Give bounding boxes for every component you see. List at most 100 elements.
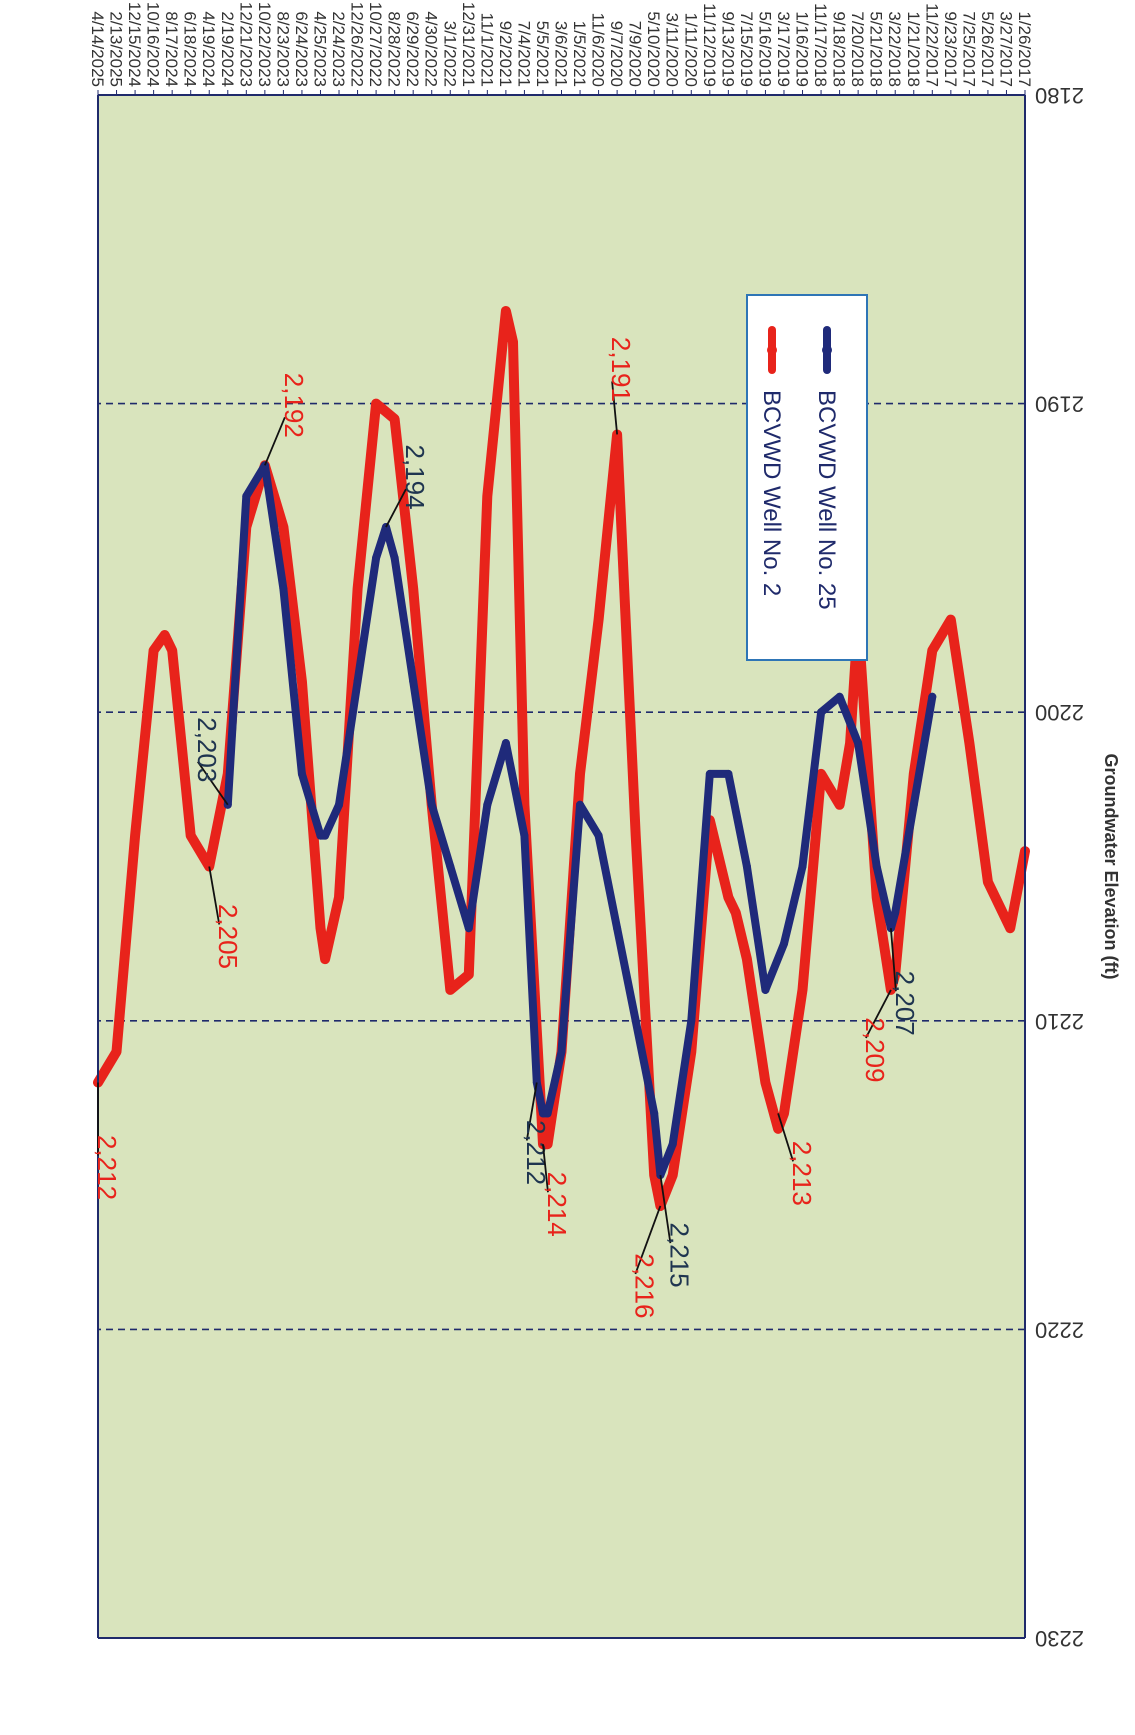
data-point — [779, 939, 788, 948]
x-tick-label: 9/23/2017 — [941, 11, 960, 87]
annotation-leader — [777, 1113, 794, 1162]
data-point — [316, 831, 325, 840]
annotation-label: 2,194 — [400, 445, 430, 510]
data-point — [464, 970, 473, 979]
x-tick-label: 12/31/2021 — [459, 2, 478, 87]
data-point — [483, 800, 492, 809]
annotation-label: 2,205 — [213, 904, 243, 969]
data-point — [928, 692, 937, 701]
data-point — [297, 677, 306, 686]
data-point — [965, 739, 974, 748]
x-tick-label: 6/29/2022 — [403, 11, 422, 87]
data-point — [817, 708, 826, 717]
data-point — [817, 769, 826, 778]
legend-label: BCVWD Well No. 25 — [813, 390, 840, 610]
data-point — [576, 800, 585, 809]
data-point — [483, 492, 492, 501]
y-tick-label: 2180 — [1035, 83, 1084, 108]
x-tick-label: 6/24/2023 — [292, 11, 311, 87]
x-tick-label: 9/13/2019 — [718, 11, 737, 87]
data-point — [835, 800, 844, 809]
data-point — [390, 553, 399, 562]
annotation-leader — [197, 761, 229, 806]
y-axis-label: Groundwater Elevation (ft) — [1101, 753, 1121, 979]
x-tick-label: 1/21/2018 — [904, 11, 923, 87]
x-tick-label: 11/1/2021 — [477, 13, 496, 87]
data-point — [131, 831, 140, 840]
y-tick-label: 2190 — [1035, 392, 1084, 417]
data-point — [446, 862, 455, 871]
legend-box — [746, 294, 868, 661]
x-tick-label: 3/27/2017 — [996, 11, 1015, 87]
data-point — [372, 553, 381, 562]
x-tick-label: 2/19/2024 — [218, 11, 237, 87]
x-tick-label: 9/7/2020 — [607, 21, 626, 87]
data-point — [112, 1047, 121, 1056]
data-point — [650, 1109, 659, 1118]
annotations: 2,2122,2052,2032,1922,1942,2122,2142,215… — [92, 337, 920, 1319]
x-tick-label: 3/1/2022 — [440, 21, 459, 87]
x-tick-label: 1/16/2019 — [793, 11, 812, 87]
data-point — [160, 631, 169, 640]
annotation-leader — [208, 866, 221, 925]
data-point — [854, 739, 863, 748]
data-point — [594, 831, 603, 840]
x-tick-label: 12/26/2022 — [348, 2, 367, 87]
x-tick-label: 5/5/2021 — [533, 21, 552, 87]
x-tick-label: 4/14/2025 — [88, 11, 107, 87]
x-tick-label: 3/6/2021 — [552, 21, 571, 87]
data-point — [835, 692, 844, 701]
legend-marker — [767, 345, 777, 355]
data-point — [774, 1124, 783, 1133]
data-point — [928, 646, 937, 655]
data-point — [620, 584, 629, 593]
data-point — [983, 877, 992, 886]
annotation-label: 2,207 — [890, 971, 920, 1036]
annotation-label: 2,214 — [542, 1172, 572, 1237]
x-tick-label: 1/26/2017 — [1015, 11, 1034, 87]
annotation-label: 2,213 — [787, 1141, 817, 1206]
data-point — [742, 862, 751, 871]
x-tick-label: 5/16/2019 — [755, 11, 774, 87]
x-tick-label: 11/17/2018 — [811, 3, 830, 87]
data-point — [761, 985, 770, 994]
data-point — [149, 646, 158, 655]
data-point — [353, 677, 362, 686]
legend-label: BCVWD Well No. 2 — [758, 390, 785, 596]
data-point — [1006, 924, 1015, 933]
data-point — [501, 307, 510, 316]
data-point — [872, 893, 881, 902]
data-point — [446, 985, 455, 994]
x-tick-label: 8/23/2023 — [273, 11, 292, 87]
x-tick-label: 3/22/2018 — [885, 11, 904, 87]
data-point — [886, 924, 895, 933]
data-point — [520, 831, 529, 840]
x-tick-label: 9/2/2021 — [496, 21, 515, 87]
x-tick-label: 8/28/2022 — [385, 11, 404, 87]
annotation-leader — [264, 416, 286, 466]
data-point — [576, 769, 585, 778]
annotation-label: 2,192 — [279, 373, 309, 438]
x-tick-label: 11/22/2017 — [922, 3, 941, 87]
y-tick-label: 2230 — [1035, 1626, 1084, 1651]
annotation-leader — [542, 1144, 549, 1193]
data-point — [798, 985, 807, 994]
data-point — [427, 800, 436, 809]
data-point — [631, 1016, 640, 1025]
plot-area — [98, 95, 1025, 1638]
x-tick-label: 10/27/2022 — [366, 2, 385, 87]
data-point — [279, 523, 288, 532]
x-tick-label: 5/21/2018 — [867, 11, 886, 87]
data-point — [464, 924, 473, 933]
data-point — [538, 1109, 547, 1118]
data-point — [909, 800, 918, 809]
data-point — [508, 337, 517, 346]
data-point — [846, 739, 855, 748]
y-tick-label: 2210 — [1035, 1009, 1084, 1034]
data-point — [731, 908, 740, 917]
x-tick-label: 8/17/2024 — [162, 11, 181, 87]
data-point — [668, 1140, 677, 1149]
data-point — [390, 415, 399, 424]
data-point — [687, 1016, 696, 1025]
